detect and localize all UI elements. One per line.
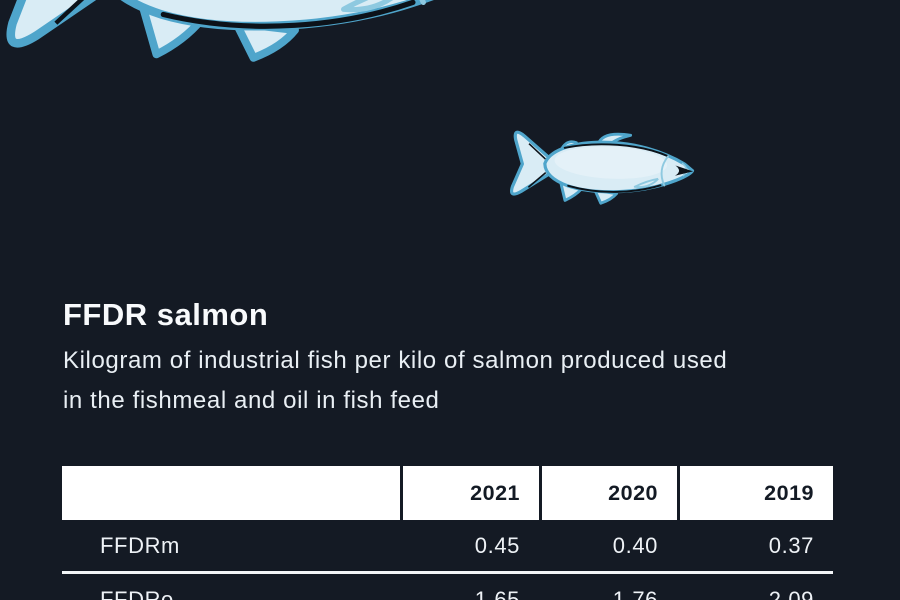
salmon-illustration-small <box>509 128 697 209</box>
table-header-blank <box>62 466 400 520</box>
cell-value: 2.09 <box>768 586 814 600</box>
table-header-row: 2021 2020 2019 <box>62 466 833 520</box>
page-subtitle-line-2: in the fishmeal and oil in fish feed <box>63 387 440 414</box>
ffdr-table: 2021 2020 2019 FFDRm 0.45 0.40 0.37 FFDR… <box>62 466 833 600</box>
cell-value: 0.40 <box>612 532 658 558</box>
cell-value: 0.37 <box>768 532 814 558</box>
page-subtitle-line-1: Kilogram of industrial fish per kilo of … <box>63 347 728 374</box>
row-label: FFDRo <box>100 586 174 600</box>
heading-block: FFDR salmon Kilogram of industrial fish … <box>63 296 853 421</box>
table-header-2021: 2021 <box>403 466 539 520</box>
row-label: FFDRm <box>100 532 180 558</box>
page-title: FFDR salmon <box>63 297 269 332</box>
salmon-illustration-large <box>0 0 510 65</box>
page-subtitle: Kilogram of industrial fish per kilo of … <box>63 341 853 421</box>
table-row-ffdrm: FFDRm 0.45 0.40 0.37 <box>62 520 833 571</box>
table-row-ffdro: FFDRo 1.65 1.76 2.09 <box>62 574 833 600</box>
table-header-2019: 2019 <box>680 466 833 520</box>
cell-value: 1.65 <box>474 586 520 600</box>
cell-value: 0.45 <box>474 532 520 558</box>
cell-value: 1.76 <box>612 586 658 600</box>
row-divider <box>62 571 833 574</box>
table-header-2020: 2020 <box>542 466 677 520</box>
